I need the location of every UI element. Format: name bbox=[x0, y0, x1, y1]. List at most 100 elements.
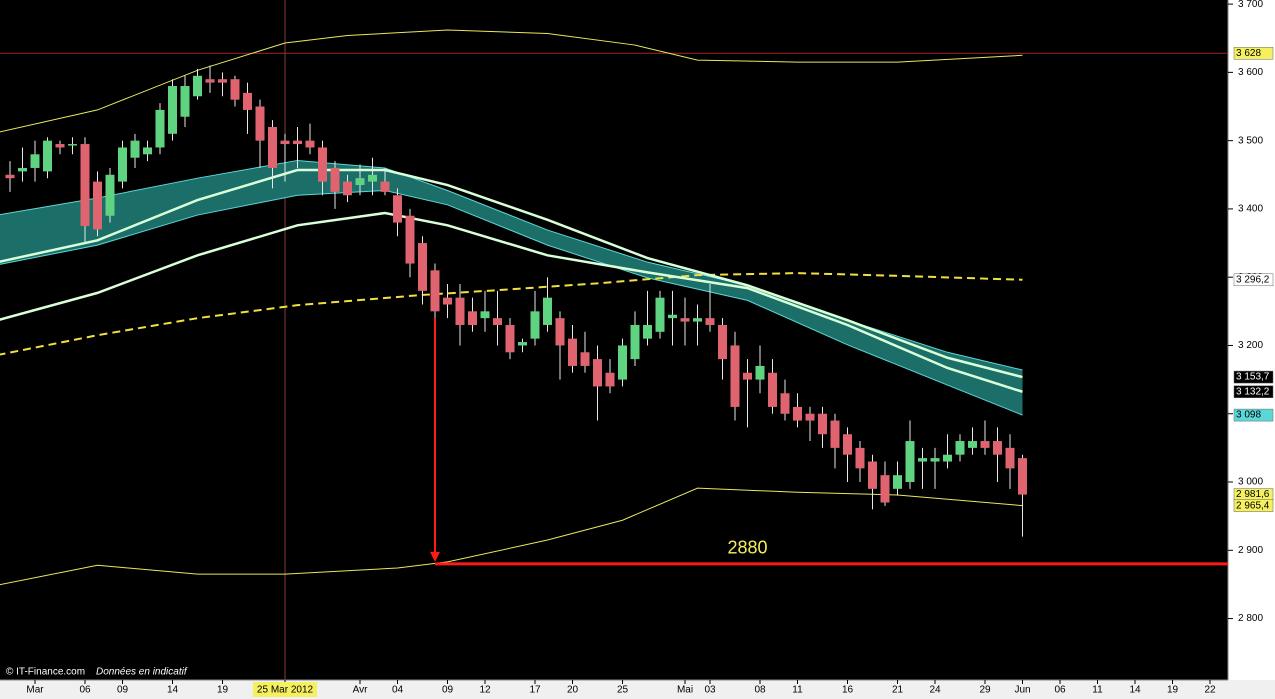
x-tick-label: Avr bbox=[353, 685, 368, 696]
value-tag-box bbox=[1233, 273, 1274, 287]
candle-body bbox=[368, 174, 377, 182]
y-tick-label: 3 700 bbox=[1238, 0, 1263, 10]
candle-body bbox=[518, 342, 527, 346]
right-axis-background bbox=[1228, 0, 1275, 699]
target-arrow-head bbox=[430, 551, 440, 562]
x-tick-label: 17 bbox=[529, 685, 541, 696]
x-tick-label: 29 bbox=[979, 685, 991, 696]
x-tick-label: 09 bbox=[442, 685, 454, 696]
candle-body bbox=[55, 144, 65, 148]
value-tag-label: 3 153,7 bbox=[1236, 372, 1270, 383]
candle-body bbox=[130, 140, 140, 158]
candle-body bbox=[755, 365, 765, 380]
candle-body bbox=[243, 92, 252, 110]
candle-body bbox=[330, 167, 340, 192]
candle-body bbox=[443, 297, 452, 305]
candle-body bbox=[168, 86, 177, 134]
candle-body bbox=[630, 324, 640, 360]
candle-body bbox=[1005, 447, 1015, 469]
indicator-line bbox=[0, 487, 1023, 586]
x-tick-label: 25 bbox=[617, 685, 629, 696]
x-tick-label: 06 bbox=[79, 685, 91, 696]
x-tick-label: Mar bbox=[26, 685, 44, 696]
candle-body bbox=[593, 359, 602, 387]
candle-body bbox=[818, 413, 827, 435]
candle-body bbox=[293, 140, 302, 145]
candle-body bbox=[105, 174, 115, 216]
x-tick-label: Jun bbox=[1014, 685, 1030, 696]
footer: © IT-Finance.com bbox=[6, 667, 85, 678]
x-tick-label: Mai bbox=[677, 685, 693, 696]
value-tag-label: 2 981,6 bbox=[1236, 489, 1270, 500]
indicator-line bbox=[0, 211, 1023, 393]
candle-body bbox=[80, 144, 90, 226]
candle-body bbox=[18, 167, 27, 172]
candle-body bbox=[718, 324, 727, 360]
y-tick-label: 3 600 bbox=[1238, 67, 1263, 78]
x-tick-label: 08 bbox=[754, 685, 766, 696]
bottom-axis-background bbox=[0, 680, 1275, 699]
x-tick-label: 19 bbox=[217, 685, 229, 696]
candle-body bbox=[218, 79, 227, 83]
candle-body bbox=[705, 318, 715, 325]
candle-body bbox=[605, 372, 615, 387]
candle-body bbox=[543, 297, 552, 325]
candle-body bbox=[30, 154, 40, 168]
cloud-lower-edge bbox=[0, 189, 1023, 416]
candle-body bbox=[743, 372, 752, 380]
value-tag-box bbox=[1233, 499, 1274, 512]
candle-body bbox=[830, 420, 840, 448]
x-tick-label: 11 bbox=[792, 685, 803, 696]
x-tick-label: 16 bbox=[842, 685, 854, 696]
candle-body bbox=[480, 311, 490, 319]
candle-body bbox=[655, 297, 665, 332]
candle-body bbox=[318, 147, 327, 182]
x-tick-label: 12 bbox=[479, 685, 491, 696]
candle-body bbox=[493, 318, 502, 325]
x-tick-label: 20 bbox=[567, 685, 579, 696]
candle-body bbox=[643, 324, 652, 339]
x-tick-label: 22 bbox=[1204, 685, 1216, 696]
candle-body bbox=[405, 215, 415, 264]
candle-body bbox=[180, 86, 190, 117]
candle-body bbox=[793, 406, 802, 421]
value-tag-label: 3 098 bbox=[1236, 410, 1261, 421]
x-tick-label: 09 bbox=[117, 685, 129, 696]
x-tick-label: 21 bbox=[892, 685, 904, 696]
x-tick-label: 03 bbox=[704, 685, 716, 696]
candle-body bbox=[268, 126, 277, 168]
candle-body bbox=[205, 79, 215, 83]
candle-body bbox=[668, 314, 677, 319]
candle-body bbox=[843, 434, 852, 455]
candle-body bbox=[855, 447, 865, 469]
candle-body bbox=[568, 338, 577, 366]
candle-body bbox=[468, 311, 477, 325]
candle-body bbox=[143, 147, 152, 155]
plot-area: 2880 bbox=[0, 0, 1228, 680]
plot-background bbox=[0, 0, 1228, 680]
candle-body bbox=[355, 178, 365, 186]
candle-body bbox=[943, 454, 952, 462]
candle-body bbox=[955, 441, 965, 455]
candle-body bbox=[905, 441, 915, 483]
candle-body bbox=[768, 372, 777, 407]
value-tag-box bbox=[1233, 408, 1274, 422]
candle-body bbox=[68, 144, 77, 146]
x-tick-label: 14 bbox=[1129, 685, 1141, 696]
value-tag-label: 3 296,2 bbox=[1236, 274, 1270, 285]
candle-body bbox=[380, 181, 390, 192]
candle-body bbox=[505, 324, 515, 353]
x-tick-label: 04 bbox=[392, 685, 404, 696]
candle-body bbox=[5, 174, 15, 179]
candle-body bbox=[880, 475, 890, 503]
x-tick-label: 06 bbox=[1054, 685, 1066, 696]
candle-body bbox=[918, 458, 927, 462]
y-tick-label: 2 800 bbox=[1238, 613, 1263, 624]
value-tag-box bbox=[1233, 370, 1274, 384]
candle-body bbox=[1018, 458, 1027, 495]
candle-body bbox=[930, 458, 940, 462]
candle-body bbox=[993, 441, 1002, 455]
